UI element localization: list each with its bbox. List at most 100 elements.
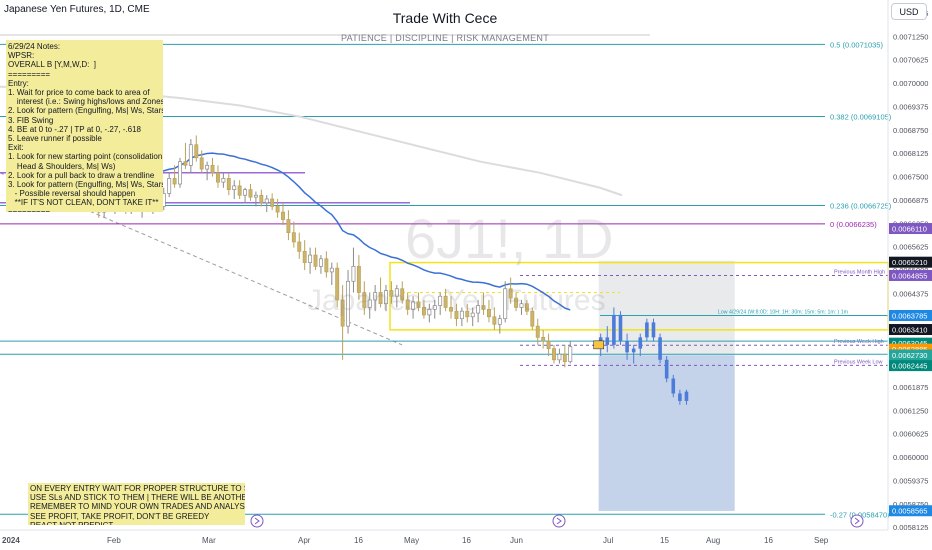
price-badge-label: 0.0062445: [892, 362, 927, 371]
candles: [10, 79, 573, 368]
candle-body: [286, 219, 291, 233]
candle-body: [449, 307, 453, 312]
projection-body: [638, 337, 643, 349]
candle-body: [541, 337, 546, 342]
key-levels: Previous Month High Previous Week High Pre…: [520, 269, 888, 366]
candle-body: [367, 299, 372, 308]
time-tick-label: Aug: [706, 536, 720, 545]
candle-body: [318, 258, 323, 267]
time-tick-label: 16: [354, 536, 363, 545]
note-line: =========: [8, 208, 163, 212]
projection-candles: [598, 307, 689, 405]
watermark-name: Japanese Yen Futures: [307, 284, 606, 317]
candle-body: [465, 310, 470, 318]
warning-marker-icon: [593, 340, 604, 350]
price-tick-label: 0.0060625: [893, 430, 928, 439]
fib-label-0.236: 0.236 (0.0066725): [830, 202, 892, 211]
candle-body: [497, 318, 502, 325]
candle-body: [562, 353, 567, 363]
note-line: ON EVERY ENTRY WAIT FOR PROPER STRUCTURE…: [30, 484, 245, 493]
note-line: 4. BE at 0 to -.27 | TP at 0, -.27, -.61…: [8, 124, 141, 134]
level-label: Low 4/29/24 (W:8:0D: 10H: 1H: 30m: 15m: …: [718, 309, 848, 315]
candle-body: [346, 280, 350, 327]
price-badge: [889, 309, 932, 321]
projection-body: [605, 337, 610, 345]
note-line: 3. FIB Swing: [8, 115, 54, 125]
candle-body: [199, 157, 204, 170]
level-label: Previous Week Low: [834, 359, 883, 365]
projection-body: [651, 322, 656, 338]
candle-body: [432, 305, 437, 310]
candle-body: [389, 290, 394, 297]
note-line: 2. Look for a pull back to draw a trendl…: [8, 170, 155, 180]
candle-body: [524, 303, 529, 312]
projection-body: [612, 314, 616, 345]
time-tick-label: Jun: [510, 536, 523, 545]
price-badge-label: 0.0063785: [892, 311, 927, 320]
candle-body: [313, 254, 318, 267]
price-badge: [889, 505, 932, 517]
candle-body: [291, 232, 296, 243]
time-tick-label: 2024: [2, 536, 20, 545]
price-badge-label: 0.0066110: [892, 225, 927, 234]
candle-body: [416, 301, 421, 308]
candle-body: [362, 292, 367, 308]
projection-body: [645, 322, 649, 338]
candle-body: [470, 312, 475, 318]
price-badge: [889, 349, 932, 361]
price-badge: [889, 337, 932, 349]
candle-body: [172, 178, 177, 185]
candle-body: [356, 265, 361, 293]
price-tick-label: 0.0059375: [893, 476, 928, 485]
candle-body: [178, 161, 182, 185]
note-line: interest (i.e.: Swing highs/lows and Zon…: [8, 97, 163, 107]
time-tick-label: Apr: [298, 536, 311, 545]
price-tick-label: 0.0064375: [893, 289, 928, 298]
time-tick-label: Sep: [814, 536, 829, 545]
candle-body: [481, 305, 486, 310]
event-marker-icon: [552, 514, 566, 528]
candle-body: [237, 185, 242, 196]
footer-reminder-box[interactable]: ON EVERY ENTRY WAIT FOR PROPER STRUCTURE…: [28, 483, 245, 525]
time-tick-label: 16: [462, 536, 471, 545]
candle-body: [351, 265, 356, 282]
note-line: - Possible reversal should happen: [8, 189, 136, 199]
note-line: 3. Look for pattern (Engulfing, Ms| Ws, …: [8, 180, 163, 190]
candle-body: [421, 307, 426, 316]
time-tick-label: Mar: [202, 536, 216, 545]
candle-body: [259, 194, 264, 204]
note-line: WPSR:: [8, 51, 35, 61]
price-badge: [889, 256, 932, 268]
time-tick-label: Feb: [107, 536, 121, 545]
projection-body: [658, 337, 662, 360]
candle-body: [378, 292, 383, 305]
candle-body: [508, 288, 513, 299]
note-line: REACT NOT PREDICT: [30, 521, 245, 525]
candle-body: [514, 297, 519, 308]
time-axis: 2024 Feb Mar Apr 16 May 16 Jun Jul 15 Aug 16 Sep: [0, 529, 888, 545]
candle-body: [400, 288, 405, 301]
price-badge-label: 0.0063410: [892, 326, 927, 335]
event-marker-icon: [250, 514, 264, 528]
candle-body: [335, 267, 340, 301]
note-line: REMEMBER TO MIND YOUR OWN TRADES AND ANA…: [30, 502, 245, 512]
currency-button[interactable]: USD: [891, 3, 927, 20]
candle-body: [546, 340, 551, 349]
candle-body: [405, 299, 410, 310]
price-badge: [889, 223, 932, 235]
watermark-symbol: 6J1!, 1D: [405, 207, 614, 270]
price-badge: [889, 324, 932, 336]
trading-notes-box[interactable]: 6/29/24 Notes: WPSR: OVERALL B [Y,M,W,D: ]…: [6, 40, 163, 212]
projection-body: [678, 393, 682, 401]
event-marker-chevron-icon: [254, 517, 260, 525]
symbol-title[interactable]: Japanese Yen Futures, 1D, CME: [4, 4, 150, 15]
candle-body: [275, 206, 280, 213]
note-line: 2. Look for pattern (Engulfing, Ms| Ws, …: [8, 106, 163, 116]
time-tick-label: 15: [660, 536, 669, 545]
candle-body: [248, 189, 253, 198]
candle-body: [492, 316, 497, 325]
candle-body: [454, 310, 459, 320]
price-axis: 0.00718750.00712500.00706250.00700000.00…: [887, 0, 932, 532]
candle-body: [226, 178, 231, 190]
